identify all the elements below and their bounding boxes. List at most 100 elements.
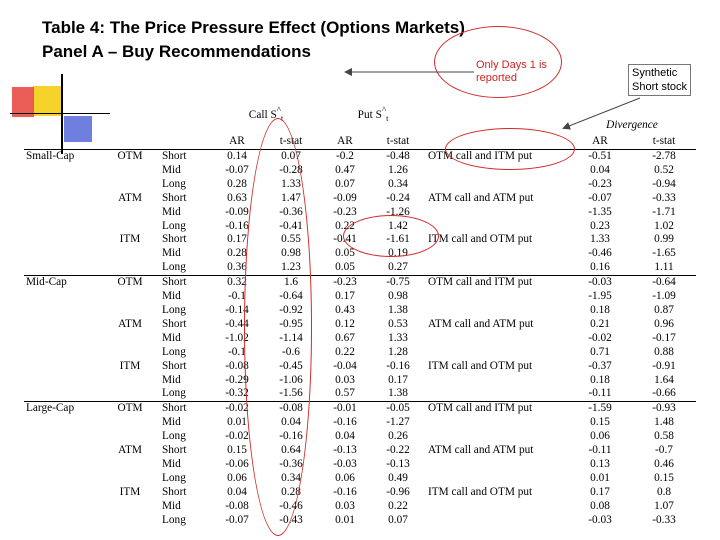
call-tstat: -0.45 — [279, 359, 303, 372]
call-ar: 0.28 — [227, 177, 247, 190]
divergence-pair — [426, 178, 568, 192]
cap-group — [24, 374, 100, 388]
cap-group: Small-Cap — [26, 150, 75, 163]
call-ar: -0.06 — [225, 457, 249, 470]
call-tstat: 0.28 — [281, 485, 301, 498]
put-tstat: 1.38 — [388, 303, 408, 316]
table-row: Large-Cap OTM Short -0.02 -0.08 -0.01 -0.05 OTM… — [24, 401, 696, 417]
div-tstat: 0.15 — [654, 471, 674, 484]
moneyness — [100, 164, 160, 178]
call-ar: -0.08 — [225, 499, 249, 512]
moneyness: ITM — [119, 233, 141, 246]
call-ar: -0.14 — [225, 303, 249, 316]
table-row: Long -0.1 -0.6 0.22 1.28 0.71 0.88 — [24, 346, 696, 360]
div-tstat: 1.11 — [654, 261, 674, 274]
col-ar: AR — [568, 133, 632, 151]
moneyness: ATM — [118, 191, 142, 204]
div-tstat: -0.17 — [652, 331, 676, 344]
put-ar: 0.17 — [335, 290, 355, 303]
horizon: Mid — [162, 457, 181, 470]
call-ar: 0.06 — [227, 471, 247, 484]
put-ar: -0.13 — [333, 444, 357, 457]
call-tstat: -0.16 — [279, 430, 303, 443]
call-ar: -0.44 — [225, 317, 249, 330]
put-ar: -0.16 — [333, 416, 357, 429]
divergence-pair — [426, 206, 568, 220]
table-row: Mid -0.09 -0.36 -0.23 -1.26 -1.35 -1.71 — [24, 206, 696, 220]
put-ar: 0.67 — [335, 331, 355, 344]
days-note-line-2: reported — [476, 72, 517, 84]
horizon: Short — [162, 191, 187, 204]
cap-group — [24, 416, 100, 430]
deco-red-square — [12, 87, 34, 117]
cap-group — [24, 500, 100, 514]
put-tstat: 0.27 — [388, 261, 408, 274]
put-ar: -0.41 — [333, 233, 357, 246]
call-header: Call S^t — [248, 105, 284, 124]
div-ar: 0.16 — [590, 261, 610, 274]
cap-group — [24, 387, 100, 401]
divergence-pair — [426, 304, 568, 318]
div-ar: 0.18 — [590, 303, 610, 316]
table-row: Small-Cap OTM Short 0.14 0.07 -0.2 -0.48 OTM ca… — [24, 150, 696, 164]
horizon: Mid — [162, 290, 181, 303]
put-tstat: 0.19 — [388, 247, 408, 260]
moneyness — [100, 387, 160, 401]
moneyness: ITM — [119, 359, 141, 372]
col-tstat: t-stat — [370, 133, 426, 151]
cap-group — [24, 304, 100, 318]
call-tstat: 1.23 — [281, 261, 301, 274]
put-ar: 0.01 — [335, 513, 355, 526]
table-row: Mid -0.07 -0.28 0.47 1.26 0.04 0.52 — [24, 164, 696, 178]
horizon: Long — [162, 261, 186, 274]
cap-group — [24, 178, 100, 192]
div-ar: 0.21 — [590, 317, 610, 330]
put-ar: -0.2 — [336, 150, 354, 163]
moneyness — [100, 430, 160, 444]
put-ar: -0.03 — [333, 457, 357, 470]
horizon: Mid — [162, 331, 181, 344]
cap-group: Large-Cap — [24, 401, 100, 417]
horizon: Mid — [162, 163, 181, 176]
put-tstat: -1.27 — [386, 416, 410, 429]
moneyness — [100, 247, 160, 261]
divergence-pair: OTM call and ITM put — [426, 401, 568, 417]
call-ar: -0.32 — [225, 387, 249, 400]
div-ar: -0.23 — [588, 177, 612, 190]
put-ar: 0.57 — [335, 387, 355, 400]
put-tstat: -1.61 — [386, 233, 410, 246]
horizon: Short — [162, 359, 187, 372]
horizon: Mid — [162, 499, 181, 512]
cap-group — [24, 247, 100, 261]
moneyness — [100, 206, 160, 220]
table-row: Long 0.36 1.23 0.05 0.27 0.16 1.11 — [24, 261, 696, 275]
divergence-pair — [426, 514, 568, 528]
deco-yellow-square — [33, 86, 63, 116]
moneyness: OTM — [100, 275, 160, 291]
div-ar: -0.11 — [588, 387, 612, 400]
put-ar: 0.03 — [335, 373, 355, 386]
div-ar: -0.46 — [588, 247, 612, 260]
cap-group — [24, 486, 100, 500]
cap-group — [24, 192, 100, 206]
moneyness — [100, 332, 160, 346]
put-tstat: -0.48 — [386, 150, 410, 163]
call-tstat: 1.47 — [281, 191, 301, 204]
call-tstat: -0.41 — [279, 219, 303, 232]
div-tstat: -1.65 — [652, 247, 676, 260]
cap-group — [24, 472, 100, 486]
header-row-2: AR t-stat AR t-stat AR t-stat — [24, 133, 696, 151]
put-tstat: 0.07 — [388, 513, 408, 526]
div-ar: 0.06 — [590, 430, 610, 443]
call-tstat: -0.43 — [279, 513, 303, 526]
horizon: Short — [162, 317, 187, 330]
table-row: Mid -1.02 -1.14 0.67 1.33 -0.02 -0.17 — [24, 332, 696, 346]
put-tstat: 1.26 — [388, 163, 408, 176]
table-row: Mid -0.1 -0.64 0.17 0.98 -1.95 -1.09 — [24, 290, 696, 304]
put-ar: -0.23 — [320, 275, 370, 291]
div-ar: 0.08 — [590, 499, 610, 512]
put-ar: 0.05 — [335, 247, 355, 260]
div-ar: -1.59 — [568, 401, 632, 417]
table-row: Mid -0.08 -0.46 0.03 0.22 0.08 1.07 — [24, 500, 696, 514]
title-line-1: Table 4: The Price Pressure Effect (Opti… — [42, 18, 465, 37]
